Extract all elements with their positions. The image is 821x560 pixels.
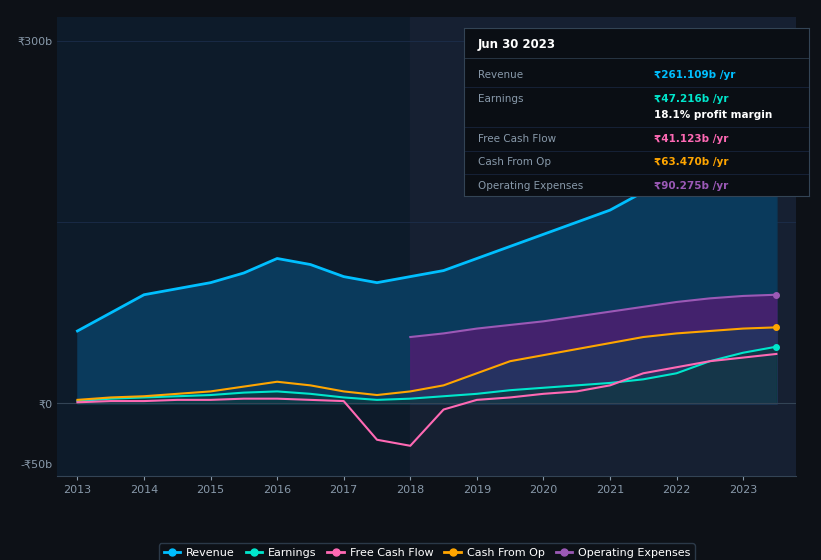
Text: Revenue: Revenue — [478, 70, 523, 80]
Text: Earnings: Earnings — [478, 94, 523, 104]
Text: Operating Expenses: Operating Expenses — [478, 181, 583, 191]
Text: ₹90.275b /yr: ₹90.275b /yr — [654, 181, 727, 191]
Text: Jun 30 2023: Jun 30 2023 — [478, 38, 556, 52]
Text: ₹261.109b /yr: ₹261.109b /yr — [654, 70, 735, 80]
Text: ₹47.216b /yr: ₹47.216b /yr — [654, 94, 728, 104]
Text: ₹63.470b /yr: ₹63.470b /yr — [654, 157, 728, 167]
Bar — [410, 17, 796, 476]
Text: ₹41.123b /yr: ₹41.123b /yr — [654, 134, 728, 144]
Text: Free Cash Flow: Free Cash Flow — [478, 134, 556, 144]
Legend: Revenue, Earnings, Free Cash Flow, Cash From Op, Operating Expenses: Revenue, Earnings, Free Cash Flow, Cash … — [159, 543, 695, 560]
Text: 18.1% profit margin: 18.1% profit margin — [654, 110, 772, 120]
Text: Cash From Op: Cash From Op — [478, 157, 551, 167]
